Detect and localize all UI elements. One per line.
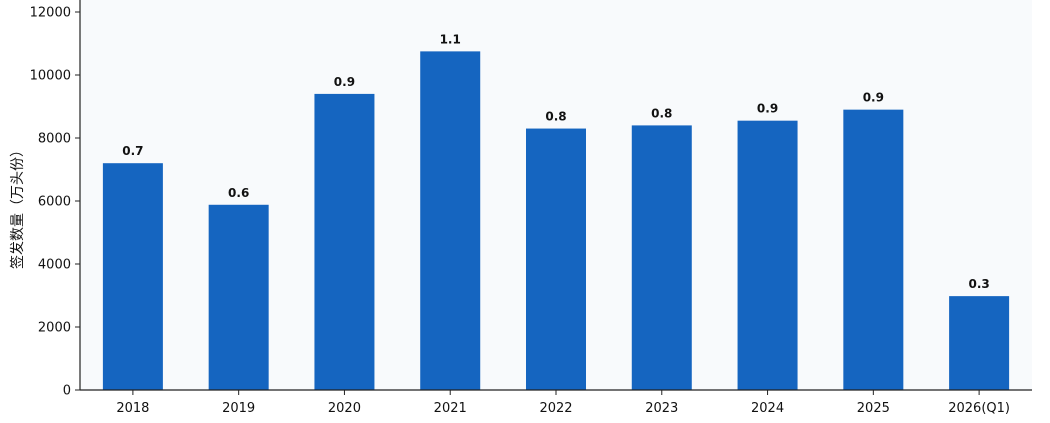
x-tick-label-2018: 2018 bbox=[116, 401, 149, 416]
bar-2026(Q1) bbox=[949, 296, 1010, 390]
bar-series bbox=[102, 51, 1010, 391]
x-tick-label-2024: 2024 bbox=[751, 401, 784, 416]
bar-2023 bbox=[631, 125, 692, 391]
bar-2025 bbox=[843, 109, 904, 391]
y-axis-title: 签发数量（万头份） bbox=[9, 143, 26, 269]
data-label-2023: 0.8 bbox=[651, 106, 672, 120]
x-tick-label-2020: 2020 bbox=[328, 401, 361, 416]
bar-2024 bbox=[737, 120, 798, 391]
data-label-2025: 0.9 bbox=[863, 91, 884, 105]
data-label-2021: 1.1 bbox=[440, 32, 461, 46]
x-tick-label-2019: 2019 bbox=[222, 401, 255, 416]
x-tick-label-2022: 2022 bbox=[539, 401, 572, 416]
bar-2021 bbox=[420, 51, 481, 390]
bar-2018 bbox=[102, 163, 163, 390]
bar-2020 bbox=[314, 93, 375, 391]
data-label-2018: 0.7 bbox=[122, 144, 143, 158]
data-label-2024: 0.9 bbox=[757, 102, 778, 116]
y-tick-label-8000: 8000 bbox=[38, 132, 71, 147]
y-tick-label-0: 0 bbox=[63, 384, 71, 399]
data-label-2026(Q1): 0.3 bbox=[968, 277, 989, 291]
x-tick-label-2023: 2023 bbox=[645, 401, 678, 416]
x-tick-label-2021: 2021 bbox=[434, 401, 467, 416]
y-tick-label-6000: 6000 bbox=[38, 195, 71, 210]
data-label-2019: 0.6 bbox=[228, 186, 249, 200]
y-tick-label-2000: 2000 bbox=[38, 321, 71, 336]
x-tick-label-2025: 2025 bbox=[857, 401, 890, 416]
data-label-2020: 0.9 bbox=[334, 75, 355, 89]
bar-2022 bbox=[526, 128, 586, 391]
data-label-2022: 0.8 bbox=[545, 110, 566, 124]
x-axis: 2018 2019 2020 2021 2022 2023 2024 2025 2026(Q1) bbox=[80, 389, 1032, 416]
y-tick-label-4000: 4000 bbox=[38, 258, 71, 273]
y-axis: 0 2000 4000 6000 8000 10000 12000 bbox=[30, 0, 81, 399]
data-labels: 0.7 0.6 0.9 1.1 0.8 0.8 0.9 0.9 0.3 bbox=[122, 32, 989, 291]
y-tick-label-10000: 10000 bbox=[30, 69, 71, 84]
x-tick-label-2026(Q1): 2026(Q1) bbox=[948, 401, 1010, 416]
y-tick-label-12000: 12000 bbox=[30, 6, 71, 21]
bar-2019 bbox=[208, 204, 269, 390]
